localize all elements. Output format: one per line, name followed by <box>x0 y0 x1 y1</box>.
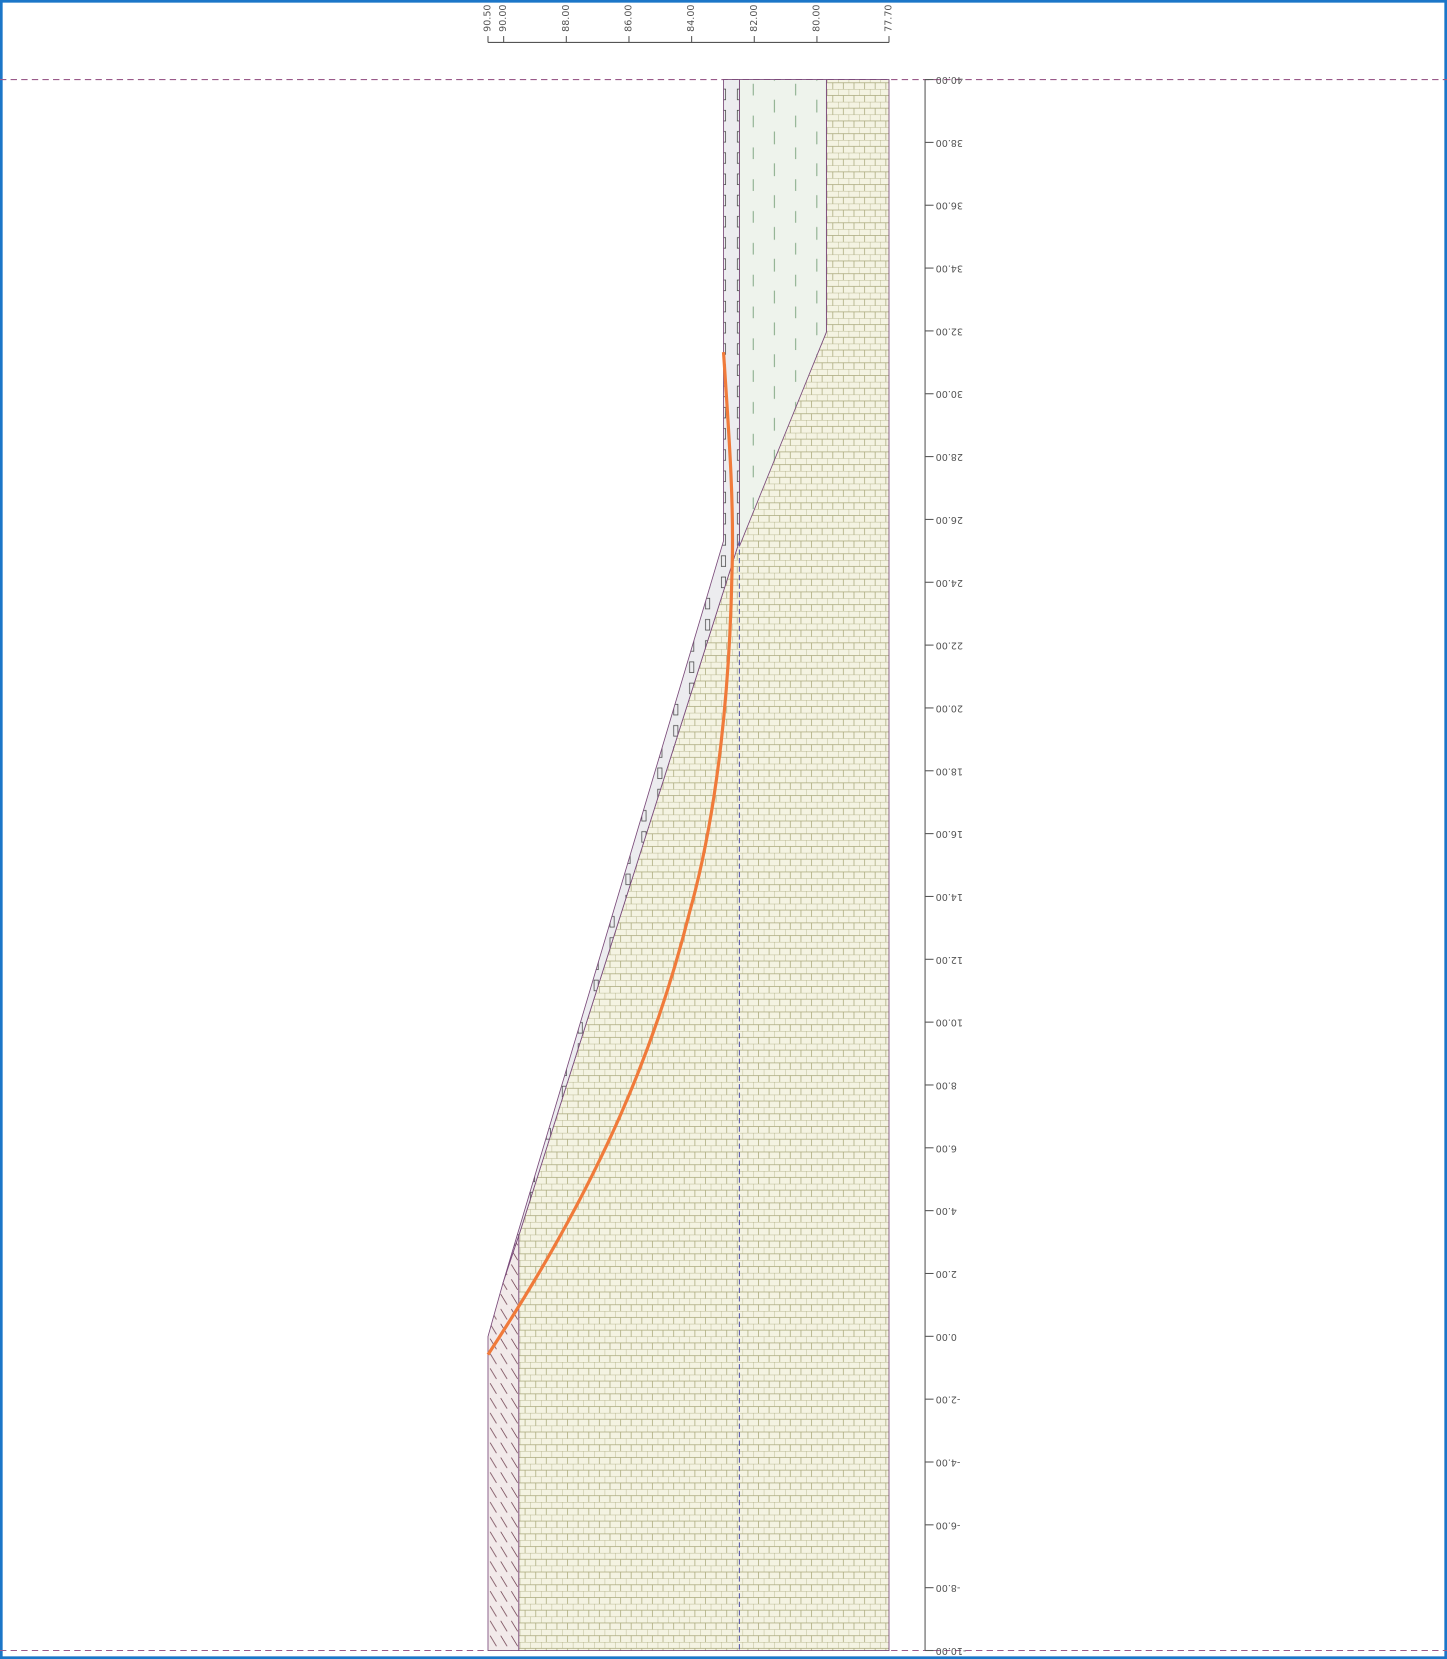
x-tick-label: 82.00 <box>749 5 760 32</box>
y-tick-label: -2.00 <box>936 1394 961 1405</box>
x-tick-label: 84.00 <box>686 5 697 32</box>
y-tick-label: -10.00 <box>936 1645 967 1656</box>
y-tick-label: 36.00 <box>936 200 963 211</box>
y-tick-label: 34.00 <box>936 263 963 274</box>
y-tick-label: 6.00 <box>936 1142 957 1153</box>
soil-fill <box>488 1236 519 1651</box>
y-tick-label: 8.00 <box>936 1079 957 1090</box>
y-tick-label: 4.00 <box>936 1205 957 1216</box>
y-tick-label: 32.00 <box>936 325 963 336</box>
y-tick-label: 14.00 <box>936 891 963 902</box>
y-tick-label: 24.00 <box>936 577 963 588</box>
y-tick-label: 30.00 <box>936 388 963 399</box>
soil-rock <box>519 80 889 1651</box>
y-tick-label: 12.00 <box>936 954 963 965</box>
y-tick-label: 10.00 <box>936 1017 963 1028</box>
x-tick-label: 88.00 <box>561 5 572 32</box>
x-tick-label: 90.50 <box>482 5 493 32</box>
y-tick-label: -8.00 <box>936 1582 961 1593</box>
y-tick-label: 20.00 <box>936 702 963 713</box>
y-tick-label: 16.00 <box>936 828 963 839</box>
y-tick-label: -6.00 <box>936 1519 961 1530</box>
y-tick-label: 22.00 <box>936 640 963 651</box>
y-tick-label: 2.00 <box>936 1268 957 1279</box>
x-tick-label: 90.00 <box>498 5 509 32</box>
section-view: 90.50 90.00 88.00 86.00 84.00 82.00 80.00 77.70… <box>0 0 1447 1659</box>
y-tick-label: -4.00 <box>936 1456 961 1467</box>
y-tick-label: 26.00 <box>936 514 963 525</box>
y-tick-label: 0.00 <box>936 1331 957 1342</box>
x-tick-label: 80.00 <box>811 5 822 32</box>
y-tick-label: 38.00 <box>936 137 963 148</box>
x-tick-label: 86.00 <box>623 5 634 32</box>
y-tick-label: 40.00 <box>936 74 963 85</box>
y-tick-label: 28.00 <box>936 451 963 462</box>
y-tick-label: 18.00 <box>936 765 963 776</box>
x-tick-label: 77.70 <box>883 5 894 32</box>
page: 90.50 90.00 88.00 86.00 84.00 82.00 80.00 77.70… <box>0 0 1447 1659</box>
